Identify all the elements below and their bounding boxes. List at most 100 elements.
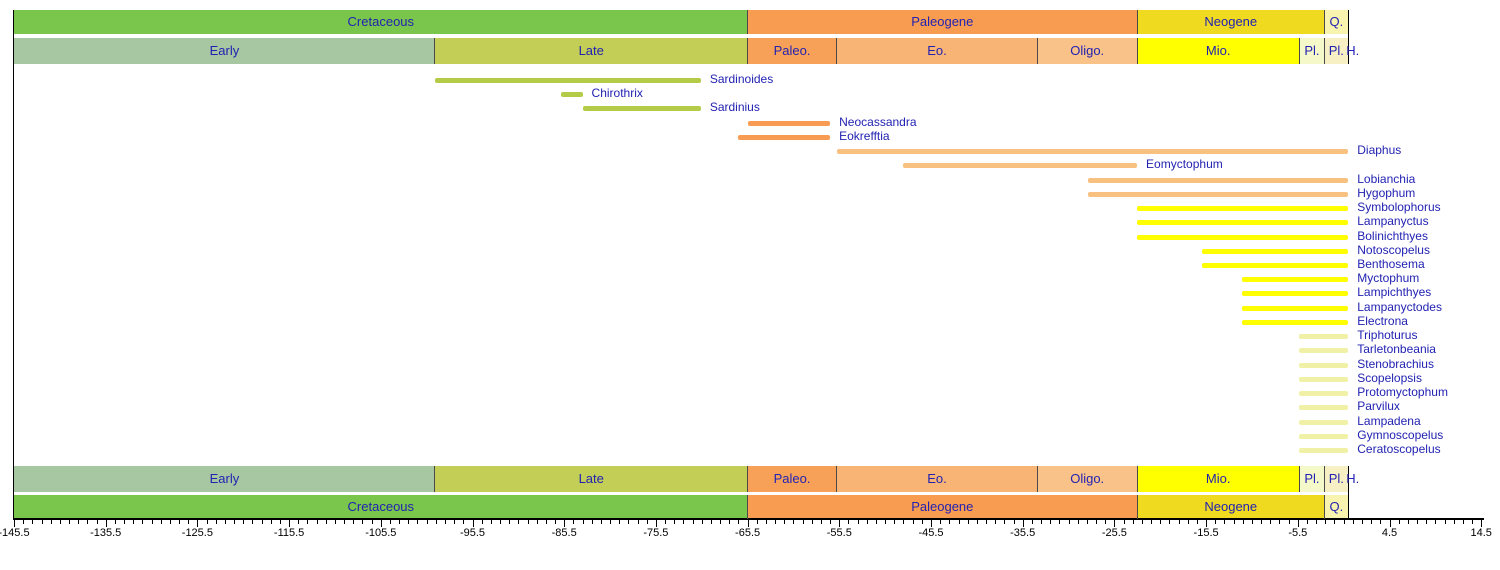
axis-minor-tick xyxy=(536,520,538,524)
period-box-cretaceous-bottom xyxy=(14,495,748,519)
timescale-separator xyxy=(836,466,838,492)
axis-minor-tick xyxy=(720,520,722,524)
axis-minor-tick xyxy=(692,520,694,524)
axis-minor-tick xyxy=(96,520,98,524)
taxon-bar-lampanyctodes xyxy=(1241,306,1349,311)
axis-tick-label: -145.5 xyxy=(0,527,30,539)
taxon-bar-stenobrachius xyxy=(1299,363,1349,368)
axis-minor-tick xyxy=(619,520,621,524)
axis-minor-tick xyxy=(1013,520,1015,524)
epoch-box-miocene-bottom xyxy=(1137,466,1300,492)
axis-minor-tick xyxy=(1380,520,1382,524)
epoch-box-pleistocene-top xyxy=(1324,38,1349,64)
plot-left-border xyxy=(13,10,14,519)
period-label-paleogene-bottom: Paleogene xyxy=(911,499,974,514)
axis-minor-tick xyxy=(298,520,300,524)
taxon-label-neocassandra: Neocassandra xyxy=(839,115,917,129)
taxon-bar-gymnoscopelus xyxy=(1299,434,1349,439)
taxon-bar-chirothrix xyxy=(561,92,583,97)
axis-tick-label: -95.5 xyxy=(459,527,486,539)
taxon-label-notoscopelus: Notoscopelus xyxy=(1357,243,1430,257)
period-label-quaternary-bottom: Q. xyxy=(1329,499,1344,514)
axis-major-tick xyxy=(380,520,382,527)
axis-minor-tick xyxy=(87,520,89,524)
epoch-label-paleocene-top: Paleo. xyxy=(773,43,811,58)
epoch-label-eocene-top: Eo. xyxy=(927,43,947,58)
epoch-label-early-cretaceous-bottom: Early xyxy=(209,471,240,486)
taxon-label-bolinichthyes: Bolinichthyes xyxy=(1357,229,1428,243)
period-box-neogene-bottom xyxy=(1137,495,1325,519)
plot-right-border-bottom xyxy=(1348,466,1350,519)
axis-minor-tick xyxy=(1261,520,1263,524)
axis-minor-tick xyxy=(160,520,162,524)
axis-minor-tick xyxy=(1123,520,1125,524)
plot-right-border-top xyxy=(1348,10,1350,64)
period-box-paleogene-top xyxy=(747,10,1138,34)
axis-minor-tick xyxy=(1352,520,1354,524)
axis-minor-tick xyxy=(1251,520,1253,524)
epoch-box-eocene-top xyxy=(836,38,1038,64)
axis-minor-tick xyxy=(151,520,153,524)
axis-minor-tick xyxy=(1196,520,1198,524)
axis-minor-tick xyxy=(811,520,813,524)
taxon-bar-benthosema xyxy=(1201,263,1349,268)
axis-tick-label: -45.5 xyxy=(918,527,944,539)
taxon-label-lampanyctus: Lampanyctus xyxy=(1357,214,1429,228)
epoch-box-late-cretaceous-bottom xyxy=(434,466,748,492)
axis-minor-tick xyxy=(23,520,25,524)
epoch-box-pliocene-top xyxy=(1299,38,1325,64)
axis-minor-tick xyxy=(362,520,364,524)
axis-minor-tick xyxy=(1096,520,1098,524)
axis-minor-tick xyxy=(610,520,612,524)
axis-tick-label: -125.5 xyxy=(181,527,213,539)
axis-minor-tick xyxy=(316,520,318,524)
axis-major-tick xyxy=(1114,520,1116,527)
taxon-bar-bolinichthyes xyxy=(1137,235,1349,240)
axis-major-tick xyxy=(14,520,15,527)
timescale-separator xyxy=(836,38,838,64)
timescale-separator xyxy=(1323,10,1325,34)
axis-minor-tick xyxy=(1472,520,1474,524)
axis-minor-tick xyxy=(371,520,373,524)
axis-minor-tick xyxy=(1050,520,1052,524)
timescale-separator xyxy=(1298,38,1300,64)
epoch-label-late-cretaceous-top: Late xyxy=(578,43,604,58)
timescale-separator xyxy=(747,495,749,519)
timescale-separator xyxy=(1323,466,1325,492)
taxon-label-tarletonbeania: Tarletonbeania xyxy=(1357,342,1436,356)
axis-minor-tick xyxy=(1004,520,1006,524)
period-label-cretaceous-bottom: Cretaceous xyxy=(347,499,415,514)
axis-minor-tick xyxy=(949,520,951,524)
axis-minor-tick xyxy=(875,520,877,524)
taxon-label-lobianchia: Lobianchia xyxy=(1357,172,1416,186)
axis-major-tick xyxy=(197,520,199,527)
period-box-quaternary-bottom xyxy=(1324,495,1349,519)
axis-minor-tick xyxy=(59,520,61,524)
taxon-label-ceratoscopelus: Ceratoscopelus xyxy=(1357,442,1441,456)
timescale-separator xyxy=(1036,466,1038,492)
timescale-separator xyxy=(747,38,749,64)
period-label-neogene-top: Neogene xyxy=(1204,14,1258,29)
axis-minor-tick xyxy=(463,520,465,524)
axis-minor-tick xyxy=(1031,520,1033,524)
axis-minor-tick xyxy=(78,520,80,524)
period-label-paleogene-top: Paleogene xyxy=(911,14,974,29)
timescale-separator xyxy=(1036,38,1038,64)
axis-minor-tick xyxy=(1041,520,1043,524)
axis-minor-tick xyxy=(527,520,529,524)
taxon-bar-tarletonbeania xyxy=(1299,348,1349,353)
axis-minor-tick xyxy=(1141,520,1143,524)
taxon-bar-lampadena xyxy=(1299,420,1349,425)
axis-major-tick xyxy=(564,520,566,527)
axis-minor-tick xyxy=(206,520,208,524)
axis-minor-tick xyxy=(591,520,593,524)
taxon-label-eomyctophum: Eomyctophum xyxy=(1146,157,1223,171)
taxon-label-parvilux: Parvilux xyxy=(1357,399,1400,413)
axis-minor-tick xyxy=(1068,520,1070,524)
axis-minor-tick xyxy=(1288,520,1290,524)
timescale-separator xyxy=(1136,38,1138,64)
axis-tick-label: -105.5 xyxy=(365,527,397,539)
axis-minor-tick xyxy=(637,520,639,524)
axis-minor-tick xyxy=(1233,520,1235,524)
